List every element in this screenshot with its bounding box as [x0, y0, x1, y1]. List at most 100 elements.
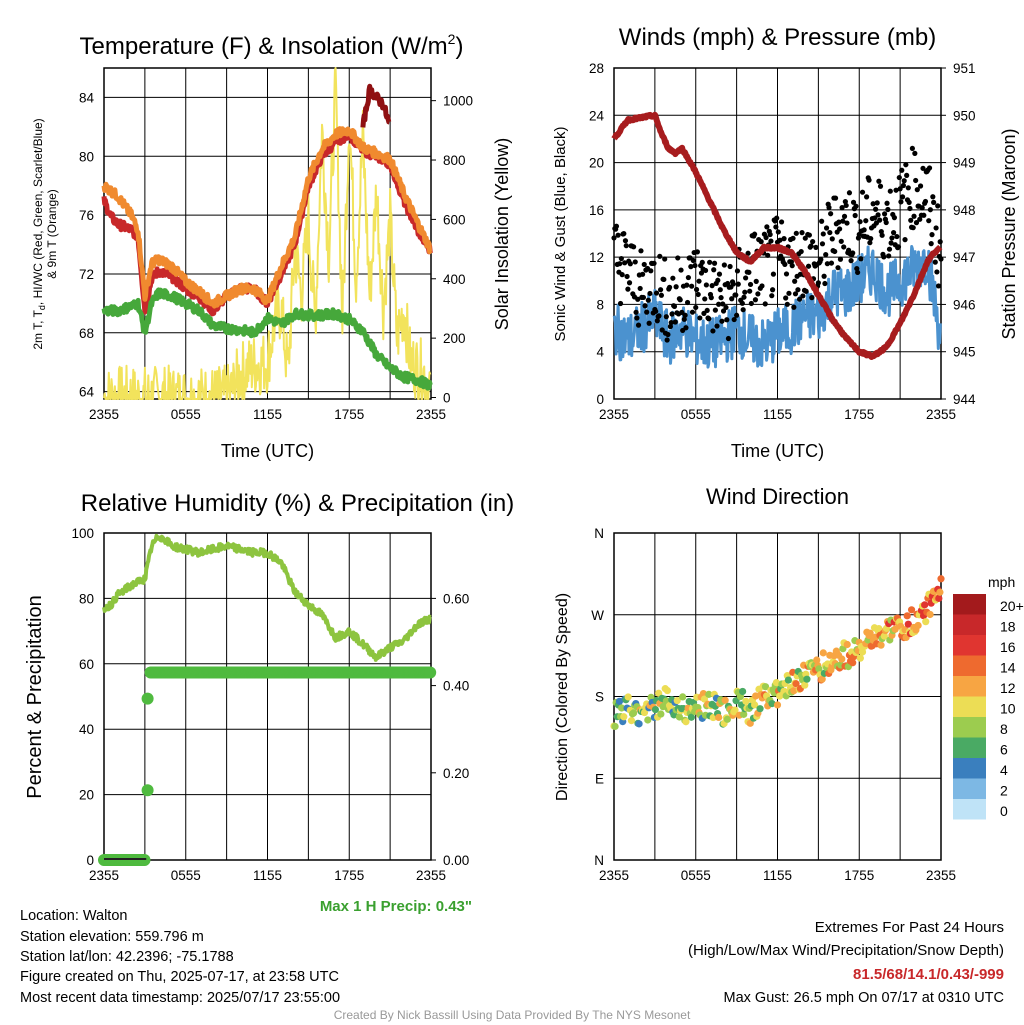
gust-point [640, 294, 647, 301]
gust-point [773, 224, 779, 230]
gust-point [688, 264, 694, 270]
x-tick-label: 2355 [89, 407, 119, 422]
gust-point [786, 290, 792, 296]
rh-y-axis-label: Percent & Precipitation [24, 595, 46, 798]
extremes-subtitle: (High/Low/Max Wind/Precipitation/Snow De… [688, 942, 1004, 959]
created-text: Figure created on Thu, 2025-07-17, at 23… [20, 969, 339, 985]
gust-point [626, 280, 633, 286]
gust-point [669, 311, 675, 317]
gust-point [645, 297, 651, 303]
gust-point [796, 296, 803, 302]
temp-y-axis-label: 2m T, Td, HI/WC (Red, Green, Scarlet/Blu… [31, 118, 47, 349]
legend-swatch [953, 614, 986, 635]
legend-label: 12 [1000, 680, 1016, 696]
direction-point [926, 610, 934, 619]
y-tick-label: 8 [596, 297, 604, 312]
direction-point [843, 640, 851, 649]
direction-point [659, 703, 667, 711]
rh-plot-frame [103, 532, 432, 861]
gust-point [828, 211, 834, 217]
gust-point [697, 315, 703, 321]
gust-point [806, 232, 812, 238]
direction-point [700, 695, 709, 703]
dir-plot-frame [613, 532, 942, 861]
gust-point [770, 271, 777, 277]
gust-point [699, 259, 705, 265]
y-right-tick-label: 0.20 [443, 766, 469, 781]
gust-point [792, 291, 799, 297]
y-tick-label: N [594, 853, 604, 868]
gust-point [684, 299, 691, 306]
direction-point [838, 655, 846, 663]
direction-point [936, 588, 944, 596]
y-tick-label: 0 [596, 392, 604, 407]
gust-point [839, 205, 845, 211]
y-tick-label: W [591, 608, 604, 623]
gust-point [790, 235, 796, 241]
direction-point [819, 649, 827, 657]
direction-point [903, 612, 911, 620]
y-right-tick-label: 950 [953, 108, 976, 123]
gust-point [707, 259, 713, 265]
gust-point [715, 277, 721, 283]
gust-point [895, 244, 902, 250]
x-tick-label: 1755 [334, 407, 364, 422]
y-right-tick-label: 0.00 [443, 853, 469, 868]
gust-point [718, 295, 724, 301]
gust-point [672, 319, 678, 325]
legend-swatch [953, 717, 986, 738]
gust-point [765, 252, 771, 258]
gust-point [658, 292, 665, 298]
direction-point [803, 675, 811, 683]
gust-point [723, 304, 729, 311]
gust-point [769, 287, 776, 293]
max-precip-text: Max 1 H Precip: 0.43" [320, 898, 472, 915]
gust-point [644, 309, 650, 315]
gust-point [619, 272, 625, 278]
dir-panel [613, 532, 942, 861]
dir-y-axis-label: Direction (Colored By Speed) [554, 593, 571, 801]
gust-point [837, 256, 844, 262]
gust-point [873, 206, 879, 212]
gust-point [752, 297, 759, 303]
gust-point [815, 280, 821, 286]
y-tick-label: S [595, 690, 604, 705]
y-tick-label: 80 [79, 149, 94, 164]
direction-point [761, 683, 770, 691]
direction-point [818, 675, 826, 683]
gust-point [912, 150, 918, 156]
gust-point [853, 203, 859, 209]
gust-point [931, 199, 937, 205]
gust-point [888, 240, 894, 246]
gust-point [894, 233, 900, 240]
gust-point [648, 268, 654, 274]
direction-point [790, 687, 798, 695]
gust-point [808, 243, 814, 249]
direction-point [699, 689, 707, 698]
direction-point [792, 680, 800, 688]
gust-point [798, 248, 804, 255]
gust-point [627, 261, 633, 267]
legend-swatch [953, 758, 986, 779]
gust-point [657, 287, 664, 293]
max-gust-text: Max Gust: 26.5 mph On 07/17 at 0310 UTC [723, 990, 1004, 1006]
wind-y-right-axis-label: Station Pressure (Maroon) [999, 128, 1019, 339]
gust-point [711, 267, 717, 273]
series-relative-humidity [102, 533, 432, 662]
gust-point [659, 327, 665, 333]
x-tick-label: 2355 [599, 407, 629, 422]
gust-point [909, 145, 915, 152]
elevation-text: Station elevation: 559.796 m [20, 929, 204, 945]
gust-point [783, 295, 789, 301]
gust-point [904, 172, 910, 178]
gust-point [622, 260, 628, 266]
x-tick-label: 2355 [416, 868, 446, 883]
gust-point [868, 236, 874, 242]
gust-point [764, 224, 770, 230]
x-tick-label: 0555 [171, 407, 201, 422]
gust-point [739, 300, 745, 306]
gust-point [752, 231, 758, 237]
rh-title: Relative Humidity (%) & Precipitation (i… [81, 490, 514, 517]
temp-y-right-axis-label: Solar Insolation (Yellow) [492, 138, 512, 330]
y-tick-label: 0 [86, 853, 94, 868]
